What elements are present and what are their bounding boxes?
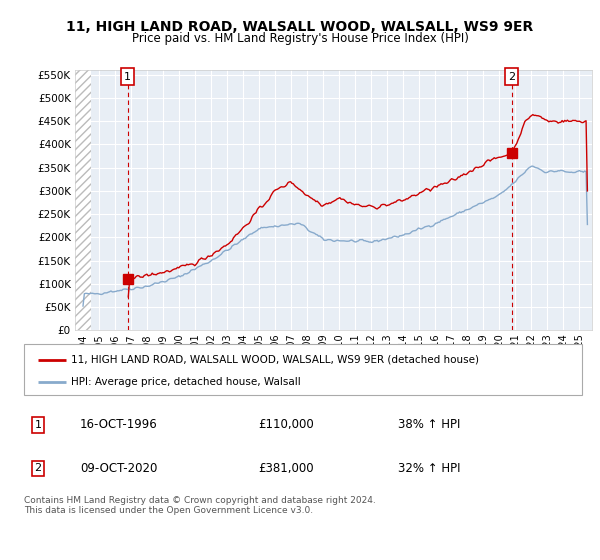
Bar bbox=[75, 70, 91, 330]
Text: 16-OCT-1996: 16-OCT-1996 bbox=[80, 418, 158, 431]
Text: 2: 2 bbox=[34, 463, 41, 473]
Text: £381,000: £381,000 bbox=[259, 462, 314, 475]
Text: 2: 2 bbox=[508, 72, 515, 82]
Text: 11, HIGH LAND ROAD, WALSALL WOOD, WALSALL, WS9 9ER (detached house): 11, HIGH LAND ROAD, WALSALL WOOD, WALSAL… bbox=[71, 354, 479, 365]
Text: HPI: Average price, detached house, Walsall: HPI: Average price, detached house, Wals… bbox=[71, 377, 301, 387]
Text: 1: 1 bbox=[34, 420, 41, 430]
Text: 09-OCT-2020: 09-OCT-2020 bbox=[80, 462, 157, 475]
Text: £110,000: £110,000 bbox=[259, 418, 314, 431]
Text: 38% ↑ HPI: 38% ↑ HPI bbox=[398, 418, 460, 431]
Text: 32% ↑ HPI: 32% ↑ HPI bbox=[398, 462, 460, 475]
Text: Contains HM Land Registry data © Crown copyright and database right 2024.
This d: Contains HM Land Registry data © Crown c… bbox=[24, 496, 376, 515]
Text: Price paid vs. HM Land Registry's House Price Index (HPI): Price paid vs. HM Land Registry's House … bbox=[131, 32, 469, 45]
FancyBboxPatch shape bbox=[24, 344, 582, 395]
Text: 11, HIGH LAND ROAD, WALSALL WOOD, WALSALL, WS9 9ER: 11, HIGH LAND ROAD, WALSALL WOOD, WALSAL… bbox=[67, 20, 533, 34]
Text: 1: 1 bbox=[124, 72, 131, 82]
